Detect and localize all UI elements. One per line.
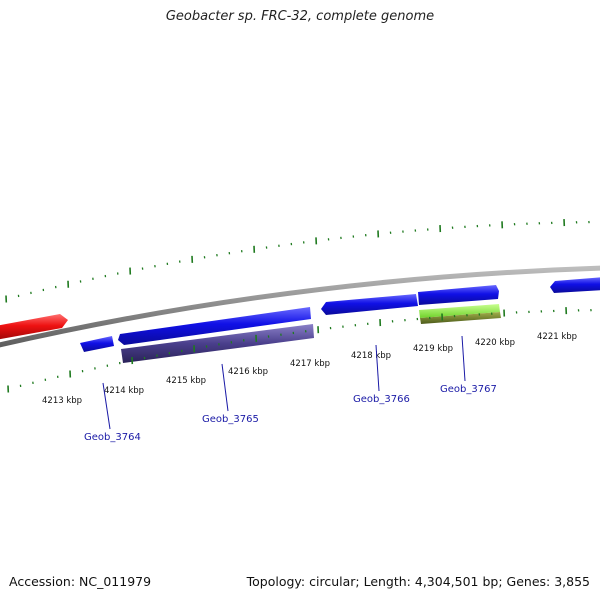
gene-label-geob-3764[interactable]: Geob_3764 xyxy=(84,432,141,443)
kbp-label: 4213 kbp xyxy=(42,396,82,406)
kbp-label: 4215 kbp xyxy=(166,376,206,386)
leader-line xyxy=(102,382,111,430)
cds-geob-3765 xyxy=(118,307,311,345)
cds-geob-3767 xyxy=(418,285,499,305)
kbp-label: 4218 kbp xyxy=(351,351,391,361)
map-title: Geobacter sp. FRC-32, complete genome xyxy=(165,9,435,24)
kbp-label: 4219 kbp xyxy=(413,344,453,354)
cds-right-edge xyxy=(550,277,600,293)
kbp-label: 4217 kbp xyxy=(290,359,330,369)
kbp-label: 4221 kbp xyxy=(537,332,577,342)
topology-summary: Topology: circular; Length: 4,304,501 bp… xyxy=(246,574,590,589)
gene-label-geob-3765[interactable]: Geob_3765 xyxy=(202,414,259,425)
gene-label-geob-3767[interactable]: Geob_3767 xyxy=(440,384,497,395)
kbp-axis-labels: 4213 kbp 4214 kbp 4215 kbp 4216 kbp 4217… xyxy=(42,332,577,406)
lower-tick-ring xyxy=(7,307,592,393)
cds-geob-3766 xyxy=(321,294,418,315)
kbp-label: 4216 kbp xyxy=(228,367,268,377)
leader-line xyxy=(375,344,380,392)
cds-geob-3764 xyxy=(80,336,114,352)
kbp-label: 4214 kbp xyxy=(104,386,144,396)
genome-backbone xyxy=(0,265,600,348)
kbp-label: 4220 kbp xyxy=(475,338,515,348)
gene-label-leaders xyxy=(102,335,466,430)
gene-label-geob-3766[interactable]: Geob_3766 xyxy=(353,394,410,405)
gene-labels: Geob_3764 Geob_3765 Geob_3766 Geob_3767 xyxy=(84,384,497,443)
cds-red xyxy=(0,314,68,340)
leader-line xyxy=(221,363,229,412)
upper-tick-ring xyxy=(5,219,590,303)
gene-bar-geob-3767-rna xyxy=(419,304,500,318)
accession-text: Accession: NC_011979 xyxy=(9,574,152,589)
leader-line xyxy=(461,335,466,382)
gene-bar-geob-3767-olive xyxy=(420,312,501,324)
